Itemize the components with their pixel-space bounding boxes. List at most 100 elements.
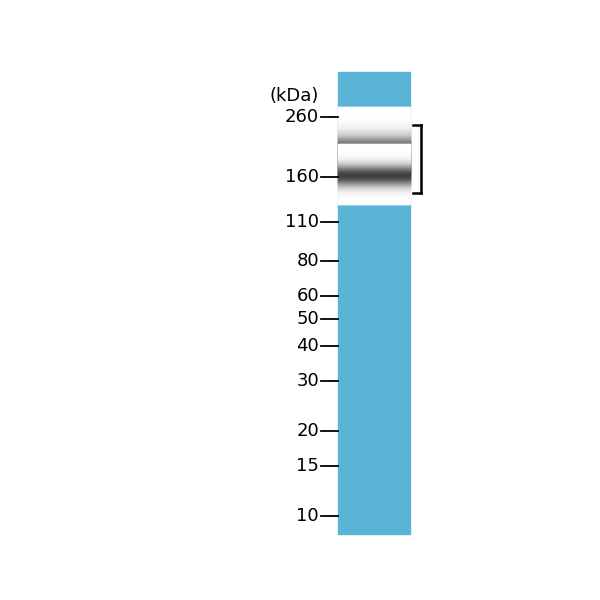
Bar <box>338 140 410 142</box>
Bar <box>338 172 410 173</box>
Bar <box>338 148 410 149</box>
Bar <box>338 176 410 177</box>
Bar <box>338 162 410 163</box>
Bar <box>338 163 410 164</box>
Bar <box>338 188 410 190</box>
Bar <box>338 165 410 166</box>
Bar <box>338 133 410 134</box>
Bar <box>338 154 410 155</box>
Bar <box>338 199 410 200</box>
Bar <box>338 161 410 163</box>
Bar <box>338 120 410 121</box>
Bar <box>338 191 410 192</box>
Bar <box>338 134 410 135</box>
Bar <box>338 181 410 182</box>
Bar <box>338 72 410 534</box>
Bar <box>338 143 410 145</box>
Bar <box>338 186 410 187</box>
Bar <box>338 172 410 173</box>
Bar <box>338 141 410 142</box>
Bar <box>338 175 410 176</box>
Bar <box>338 132 410 133</box>
Bar <box>338 148 410 149</box>
Bar <box>338 162 410 163</box>
Bar <box>338 119 410 120</box>
Bar <box>338 130 410 131</box>
Bar <box>338 196 410 197</box>
Bar <box>338 137 410 138</box>
Bar <box>338 142 410 143</box>
Bar <box>338 111 410 112</box>
Bar <box>338 145 410 146</box>
Bar <box>338 174 410 175</box>
Bar <box>338 126 410 127</box>
Bar <box>338 160 410 161</box>
Bar <box>338 124 410 125</box>
Bar <box>338 169 410 170</box>
Bar <box>338 146 410 147</box>
Bar <box>338 196 410 197</box>
Bar <box>338 144 410 145</box>
Bar <box>338 193 410 194</box>
Bar <box>338 198 410 199</box>
Bar <box>338 167 410 168</box>
Bar <box>338 162 410 163</box>
Text: 30: 30 <box>296 372 319 390</box>
Bar <box>338 178 410 179</box>
Bar <box>338 200 410 201</box>
Text: 40: 40 <box>296 337 319 355</box>
Bar <box>338 154 410 155</box>
Bar <box>338 194 410 196</box>
Bar <box>338 157 410 158</box>
Bar <box>338 135 410 136</box>
Bar <box>338 188 410 189</box>
Bar <box>338 153 410 154</box>
Bar <box>338 119 410 120</box>
Bar <box>338 128 410 130</box>
Bar <box>338 117 410 118</box>
Text: 20: 20 <box>296 422 319 440</box>
Bar <box>338 152 410 153</box>
Bar <box>338 153 410 154</box>
Bar <box>338 139 410 140</box>
Bar <box>338 157 410 158</box>
Bar <box>338 199 410 200</box>
Bar <box>338 172 410 173</box>
Bar <box>338 169 410 170</box>
Bar <box>338 179 410 181</box>
Bar <box>338 173 410 174</box>
Bar <box>338 170 410 171</box>
Bar <box>338 190 410 191</box>
Bar <box>338 165 410 166</box>
Bar <box>338 160 410 161</box>
Bar <box>338 118 410 119</box>
Bar <box>338 188 410 190</box>
Bar <box>338 159 410 160</box>
Bar <box>338 118 410 119</box>
Bar <box>338 153 410 154</box>
Bar <box>338 198 410 199</box>
Bar <box>338 195 410 196</box>
Bar <box>338 167 410 169</box>
Bar <box>338 183 410 184</box>
Bar <box>338 182 410 183</box>
Bar <box>338 121 410 122</box>
Bar <box>338 122 410 124</box>
Bar <box>338 177 410 178</box>
Bar <box>338 193 410 194</box>
Bar <box>338 187 410 188</box>
Bar <box>338 185 410 186</box>
Bar <box>338 166 410 167</box>
Bar <box>338 171 410 172</box>
Bar <box>338 191 410 192</box>
Bar <box>338 165 410 166</box>
Bar <box>338 149 410 150</box>
Bar <box>338 107 410 109</box>
Bar <box>338 168 410 169</box>
Bar <box>338 202 410 203</box>
Text: 260: 260 <box>285 108 319 126</box>
Bar <box>338 175 410 176</box>
Bar <box>338 157 410 158</box>
Bar <box>338 114 410 115</box>
Bar <box>338 146 410 148</box>
